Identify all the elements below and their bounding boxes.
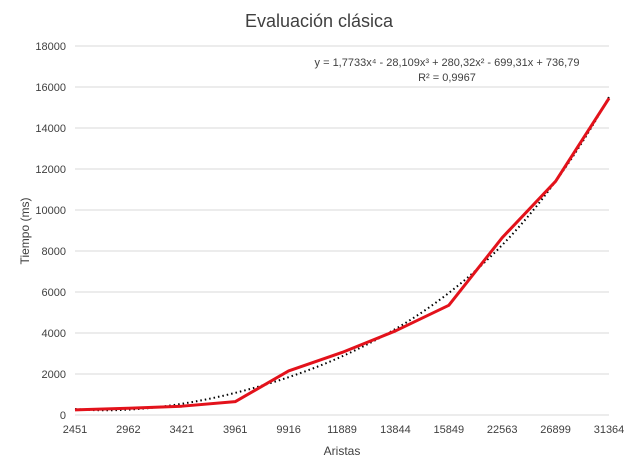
- x-axis-ticks: 2451 2962 3421 3961 9916 11889 13844 15849 22563…: [63, 424, 625, 436]
- y-tick-label: 2000: [42, 369, 66, 381]
- y-tick-label: 8000: [42, 246, 66, 258]
- y-tick-label: 16000: [35, 82, 66, 94]
- x-tick-label: 3961: [223, 424, 247, 436]
- y-tick-label: 14000: [35, 123, 66, 135]
- x-tick-label: 9916: [276, 424, 300, 436]
- y-tick-label: 12000: [35, 164, 66, 176]
- y-tick-label: 18000: [35, 41, 66, 53]
- x-tick-label: 13844: [380, 424, 411, 436]
- x-tick-label: 3421: [170, 424, 194, 436]
- y-tick-label: 0: [60, 410, 66, 422]
- series-line: [74, 97, 611, 412]
- x-tick-label: 11889: [327, 424, 357, 436]
- y-axis-label: Tiempo (ms): [18, 198, 32, 265]
- x-tick-label: 26899: [540, 424, 571, 436]
- y-axis-ticks: 0 2000 4000 6000 8000 10000 12000 14000 16000 180…: [35, 41, 66, 422]
- x-tick-label: 2451: [63, 424, 87, 436]
- chart-title: Evaluación clásica: [245, 11, 394, 31]
- trendline-equation: y = 1,7733x⁴ - 28,109x³ + 280,32x² - 699…: [315, 57, 580, 69]
- x-tick-label: 31364: [594, 424, 625, 436]
- x-axis-label: Aristas: [324, 444, 361, 458]
- y-tick-label: 4000: [42, 328, 66, 340]
- trendline-r-squared: R² = 0,9967: [418, 72, 476, 84]
- trendline: [74, 96, 610, 412]
- y-tick-label: 6000: [42, 287, 66, 299]
- x-tick-label: 22563: [487, 424, 518, 436]
- gridlines: [75, 45, 609, 416]
- y-tick-label: 10000: [35, 205, 66, 217]
- x-tick-label: 15849: [434, 424, 465, 436]
- x-tick-label: 2962: [116, 424, 140, 436]
